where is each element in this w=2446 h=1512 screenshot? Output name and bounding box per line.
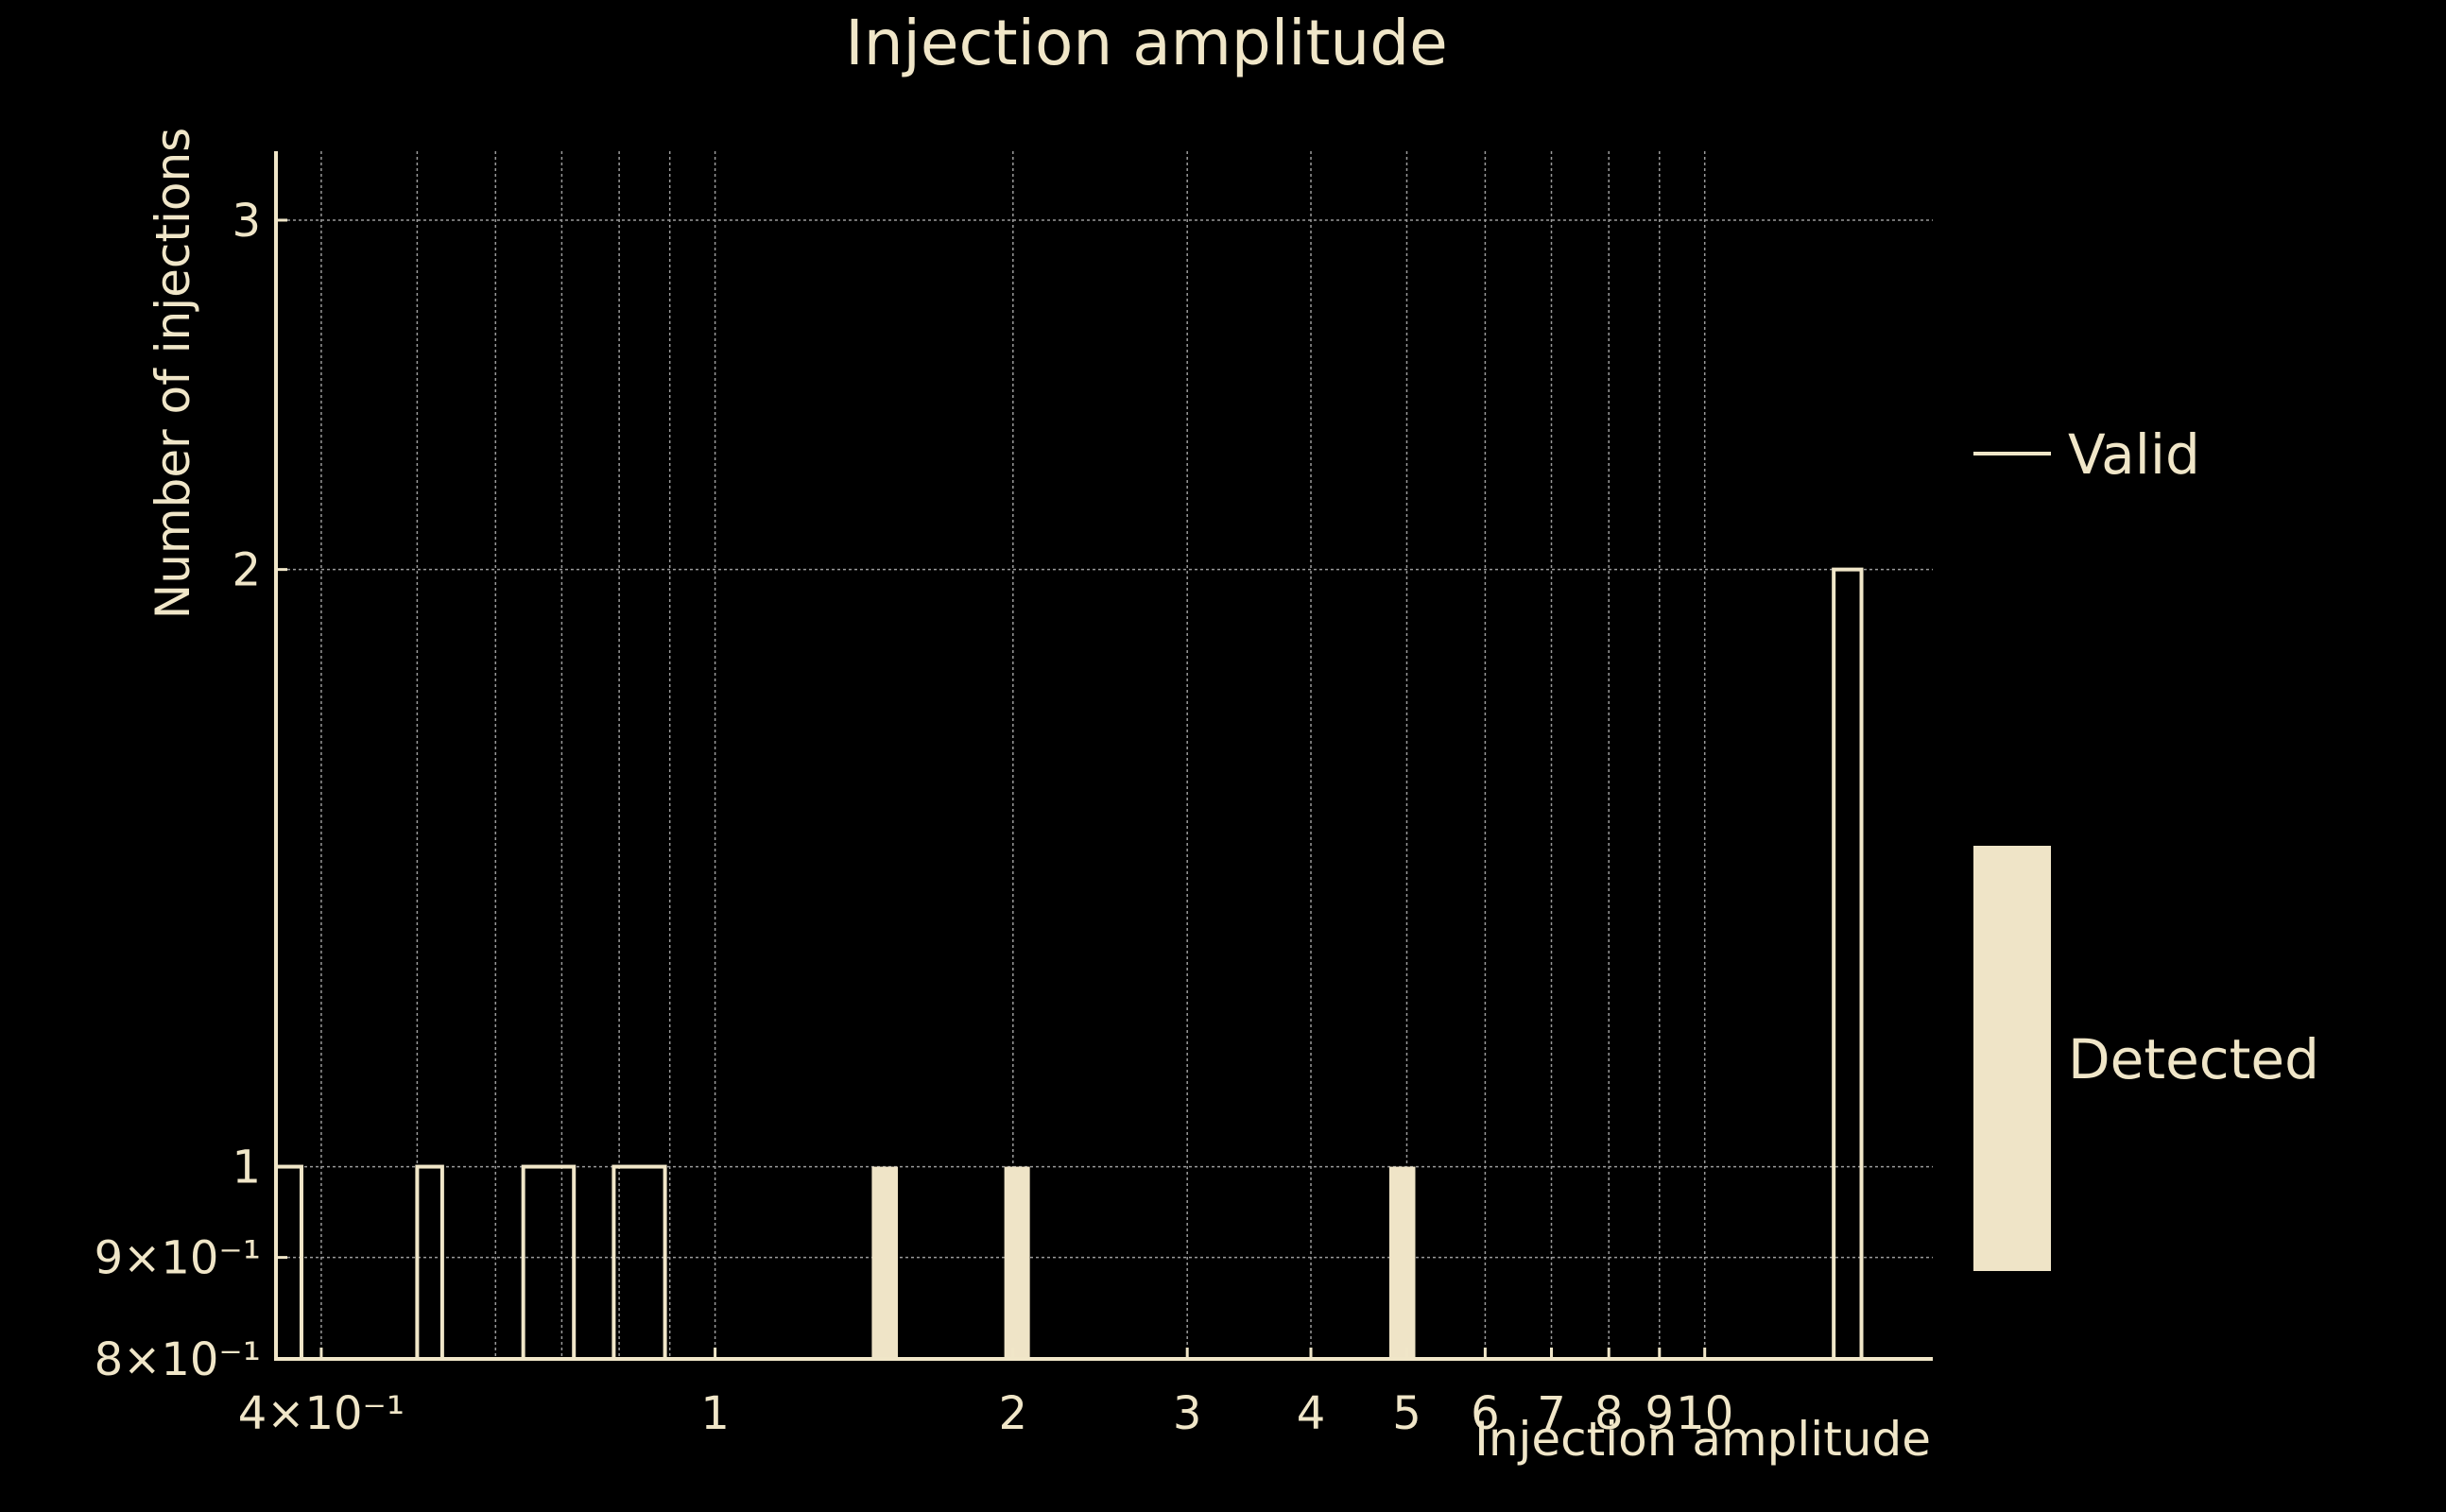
x-tick-label: 8 [1594,1387,1624,1440]
x-tick-label: 5 [1392,1387,1421,1440]
valid-bar [521,1164,577,1361]
detected-bar [1388,1166,1416,1359]
y-tick-label: 9×10⁻¹ [95,1232,261,1285]
y-tick-label: 3 [232,195,261,248]
y-axis-label: Number of injections [146,128,200,619]
legend-detected-swatch [1973,846,2051,1271]
x-tick-label: 1 [700,1387,730,1440]
legend-valid-label: Valid [2068,422,2200,487]
x-tick-label: 6 [1471,1387,1500,1440]
detected-bar [871,1166,898,1359]
x-axis-label: Injection amplitude [1474,1412,1931,1467]
valid-bar [274,1164,303,1361]
x-tick-label: 2 [999,1387,1028,1440]
legend-detected-label: Detected [2068,1027,2319,1091]
grid-layer [276,151,1933,1359]
valid-bar [415,1164,444,1361]
bars-layer [274,567,1864,1361]
x-tick-label: 4 [1297,1387,1326,1440]
valid-bar [1832,567,1864,1361]
x-tick-label: 3 [1173,1387,1202,1440]
axes-layer [274,151,1933,1361]
y-tick-label: 2 [232,544,261,597]
x-tick-label: 7 [1537,1387,1566,1440]
y-tick-label: 8×10⁻¹ [95,1333,261,1386]
ticks-layer: 4×10⁻¹ 1 2 3 4 5 6 7 8 9 10 8×10⁻¹ 9×10⁻¹ 1 2 3 [95,195,1734,1440]
valid-bar [612,1164,667,1361]
detected-bar [1004,1166,1030,1359]
x-tick-label: 4×10⁻¹ [238,1387,405,1440]
x-tick-label: 9 [1645,1387,1675,1440]
legend: Valid Detected [1973,422,2319,1271]
x-tick-label: 10 [1676,1387,1733,1440]
chart-title: Injection amplitude [845,7,1447,79]
y-tick-label: 1 [232,1142,261,1194]
